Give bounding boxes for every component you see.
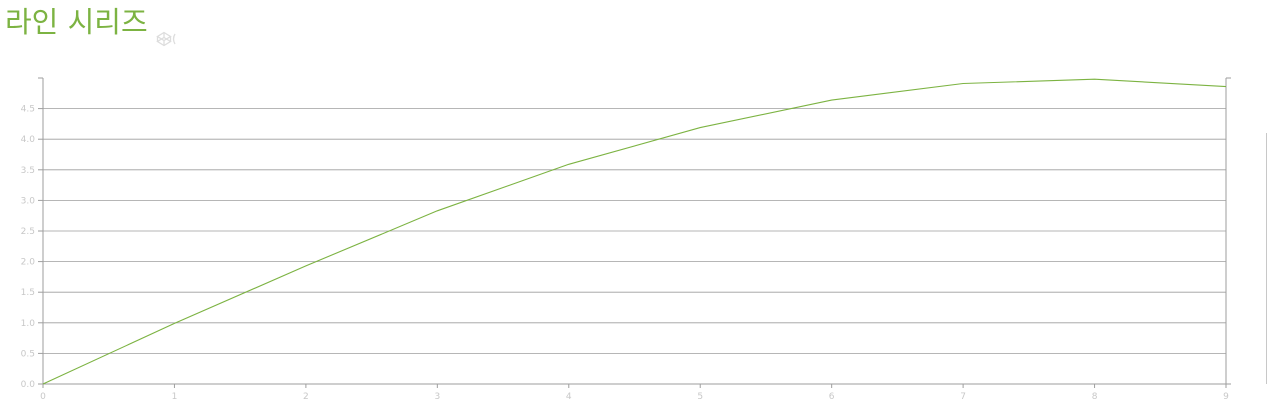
y-tick-label: 3.5 (21, 166, 35, 176)
x-tick-label: 0 (40, 392, 46, 402)
series-line-0 (42, 78, 1227, 385)
y-tick-label: 2.5 (21, 227, 35, 237)
codepen-icon[interactable] (155, 17, 178, 47)
x-tick-label: 2 (303, 392, 309, 402)
x-tick-label: 4 (566, 392, 572, 402)
series-layer (42, 78, 1227, 385)
y-tick-label: 1.5 (21, 288, 35, 298)
x-tick-label: 5 (697, 392, 703, 402)
y-tick-label: 0.5 (21, 349, 35, 359)
y-tick-label: 1.0 (21, 319, 36, 329)
x-tick-label: 9 (1223, 392, 1229, 402)
y-tick-label: 3.0 (21, 196, 36, 206)
x-tick-label: 8 (1092, 392, 1098, 402)
page-title-text: 라인 시리즈 (5, 5, 148, 39)
axis-layer (38, 77, 1231, 388)
x-tick-label: 7 (960, 392, 966, 402)
y-tick-label: 0.0 (21, 380, 36, 390)
y-tick-label: 2.0 (21, 258, 36, 268)
y-tick-label: 4.5 (21, 105, 35, 115)
side-scrollbar[interactable] (1266, 133, 1267, 384)
y-tick-label: 4.0 (21, 135, 36, 145)
x-tick-label: 3 (434, 392, 440, 402)
tick-label-layer: 0.0 0.5 1.0 1.5 2.0 2.5 3.0 3.5 4.0 4.5 0 1 2 3 4 5 6 7 8 9 (21, 105, 1229, 402)
x-tick-label: 1 (172, 392, 178, 402)
grid-layer (43, 108, 1226, 354)
x-tick-label: 6 (829, 392, 835, 402)
page-title: 라인 시리즈 (5, 2, 178, 47)
